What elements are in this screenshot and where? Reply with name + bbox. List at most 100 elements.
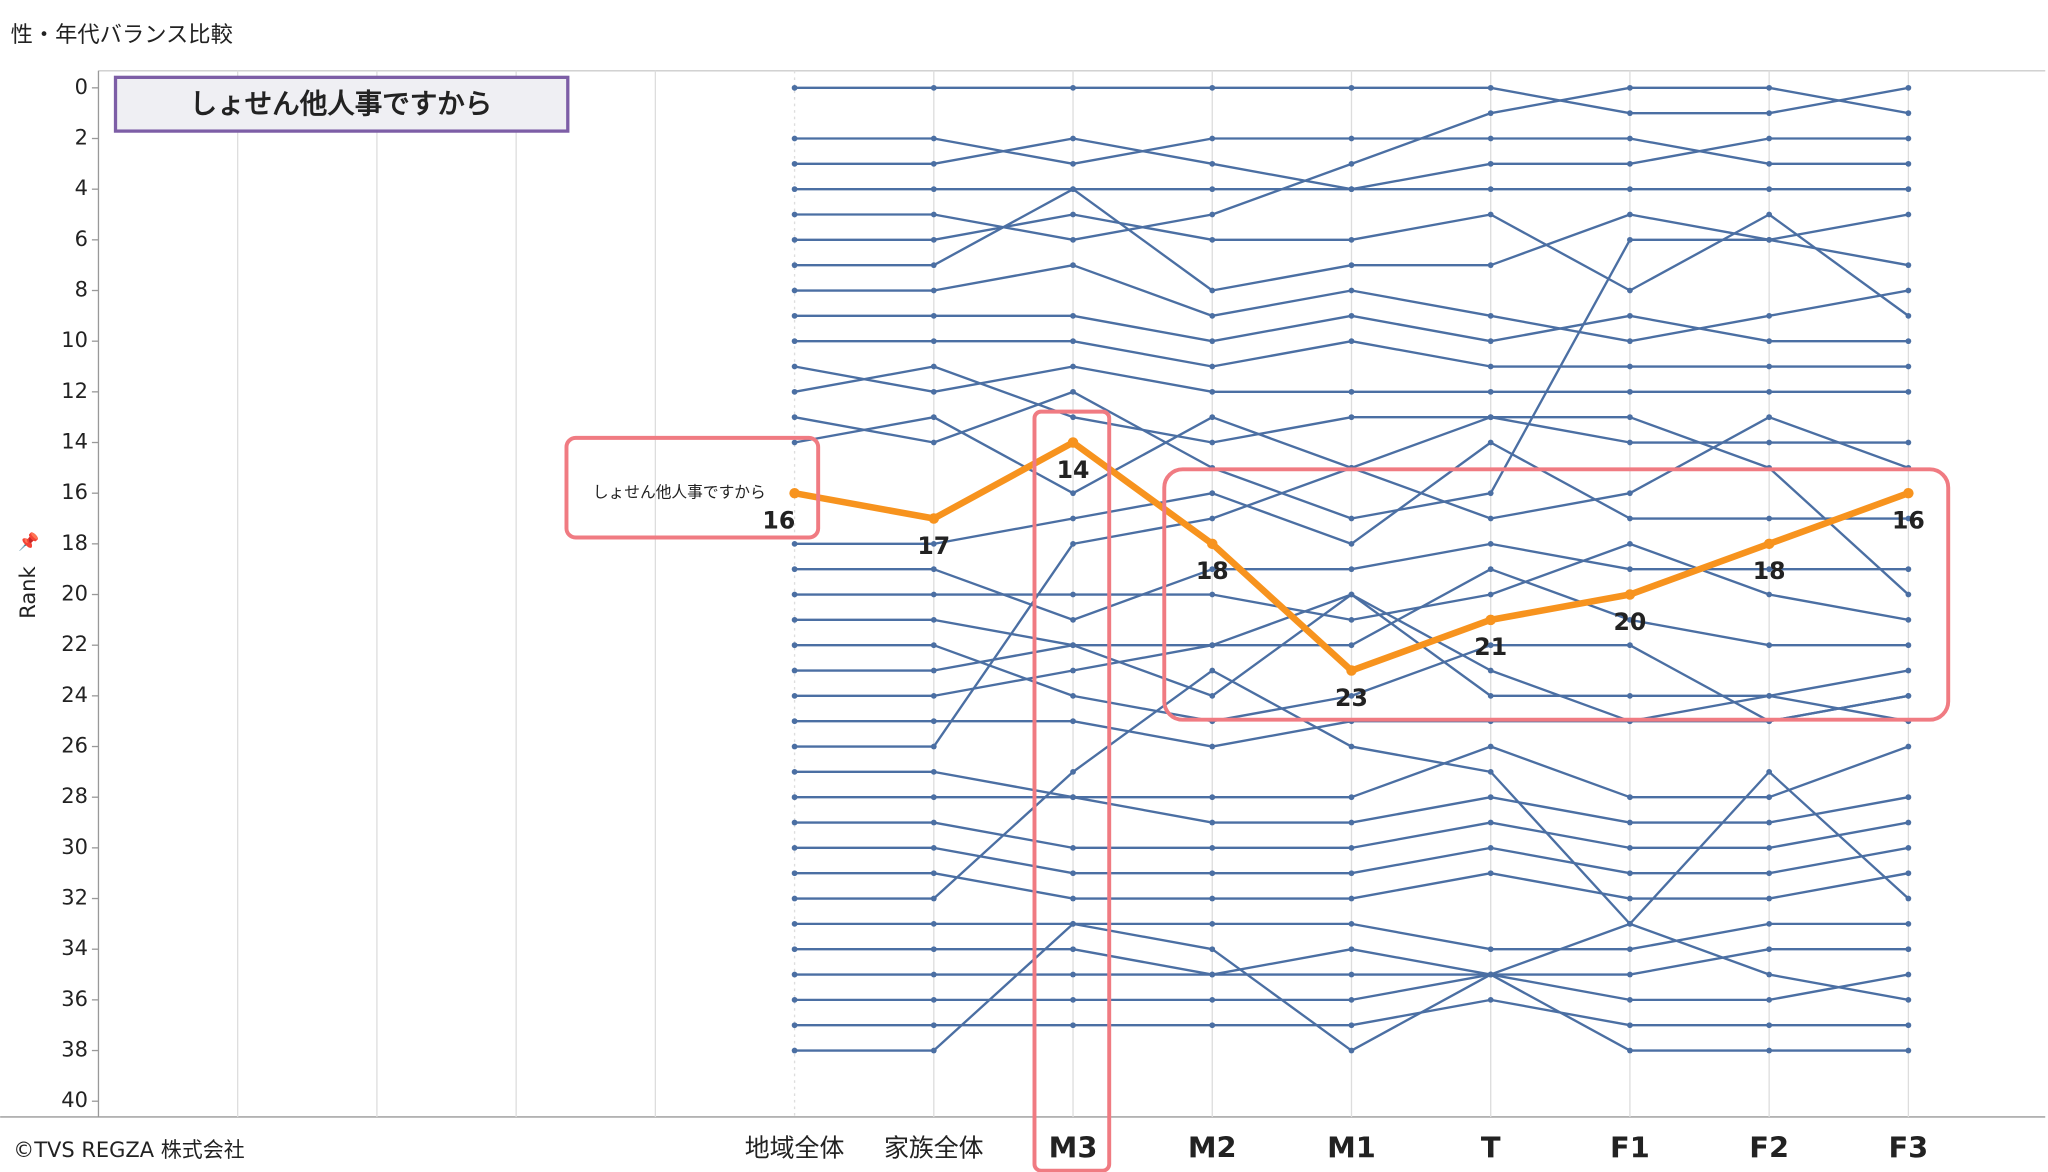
series-line-point	[1348, 971, 1355, 978]
series-line-point	[791, 312, 798, 319]
series-line-point	[1627, 920, 1633, 927]
series-line-point	[1905, 591, 1912, 598]
series-line-point	[1766, 844, 1773, 851]
series-line-point	[1905, 642, 1912, 649]
chart-title: しょせん他人事ですから	[190, 88, 493, 120]
y-tick-label: 10	[61, 328, 88, 352]
series-line-point	[1348, 920, 1355, 927]
series-line-point	[1209, 490, 1216, 497]
series-line-point	[791, 540, 798, 547]
series-line-point	[791, 160, 798, 167]
x-tick-label: M1	[1327, 1131, 1376, 1165]
x-tick-label: M3	[1049, 1131, 1098, 1165]
series-line-point	[1766, 566, 1773, 573]
y-tick-label: 22	[61, 632, 88, 656]
series-line-point	[1627, 338, 1633, 345]
highlight-line-point	[1067, 437, 1079, 448]
series-line-point	[1070, 388, 1076, 395]
series-line-point	[1905, 692, 1912, 699]
series-line-point	[1209, 363, 1216, 370]
series-line-point	[1348, 135, 1355, 142]
series-line-point	[1209, 135, 1216, 142]
series-line-point	[791, 262, 798, 269]
series-line-point	[1627, 794, 1633, 801]
series-line-point	[791, 1047, 798, 1054]
series-line-point	[1487, 110, 1494, 117]
series-line-point	[930, 794, 937, 801]
series-line-point	[1070, 616, 1076, 623]
series-line-point	[1487, 84, 1494, 91]
series-line-point	[1070, 338, 1076, 345]
series-line-point	[930, 743, 937, 750]
series-line-point	[1487, 540, 1494, 547]
series-line-point	[930, 236, 937, 243]
series-line-point	[1070, 236, 1076, 243]
series-line-point	[930, 895, 937, 902]
series-line-point	[1209, 692, 1216, 699]
series-line-point	[1905, 946, 1912, 953]
series-line-point	[930, 996, 937, 1003]
series-line-point	[791, 920, 798, 927]
series-line-point	[1209, 971, 1216, 978]
series-line-point	[1070, 515, 1076, 522]
series-line-point	[930, 439, 937, 446]
y-tick-label: 30	[61, 835, 88, 859]
series-line-point	[1209, 920, 1216, 927]
series-line-point	[1905, 135, 1912, 142]
series-line-point	[1070, 870, 1076, 877]
x-tick-label: F2	[1749, 1131, 1789, 1165]
series-line-point	[791, 642, 798, 649]
series-line-point	[1487, 490, 1494, 497]
series-line-point	[1627, 490, 1633, 497]
series-line-point	[791, 692, 798, 699]
series-line-point	[1070, 135, 1076, 142]
series-line-point	[1766, 388, 1773, 395]
series-line-point	[1766, 768, 1773, 775]
page-title: 性・年代バランス比較	[11, 22, 233, 48]
series-line-point	[1627, 692, 1633, 699]
series-line-point	[930, 135, 937, 142]
series-line-point	[1070, 490, 1076, 497]
series-line-point	[1766, 363, 1773, 370]
series-line-point	[791, 870, 798, 877]
series-line-point	[1627, 996, 1633, 1003]
series-line-point	[1766, 794, 1773, 801]
series-line-point	[1209, 844, 1216, 851]
series-line-point	[791, 844, 798, 851]
series-line-point	[1348, 870, 1355, 877]
series-line-point	[1905, 971, 1912, 978]
series-line-point	[930, 540, 937, 547]
series-line-point	[1348, 895, 1355, 902]
series-line-point	[930, 718, 937, 725]
highlight-box	[564, 435, 821, 540]
y-tick-label: 4	[75, 176, 88, 200]
series-line-point	[930, 566, 937, 573]
series-line-point	[1348, 262, 1355, 269]
series-line-point	[1348, 591, 1355, 598]
pin-icon: 📌	[18, 532, 39, 553]
y-tick-label: 12	[61, 379, 88, 403]
highlight-line-point	[1763, 538, 1775, 550]
series-line-point	[930, 388, 937, 395]
series-line-point	[1209, 946, 1216, 953]
series-line-point	[791, 338, 798, 345]
series-line-point	[1209, 566, 1216, 573]
y-tick-label: 26	[61, 734, 88, 758]
series-line-point	[1070, 895, 1076, 902]
series-line-point	[930, 667, 937, 674]
series-line-point	[1905, 844, 1912, 851]
y-tick-label: 6	[75, 227, 88, 251]
series-line-point	[1209, 186, 1216, 193]
series-line-point	[791, 616, 798, 623]
highlight-line-point	[1207, 538, 1218, 550]
series-line-point	[1348, 642, 1355, 649]
series-line-point	[930, 616, 937, 623]
series-line-point	[1905, 262, 1912, 269]
series-line-point	[1209, 338, 1216, 345]
series-line-point	[1209, 414, 1216, 421]
series-line-point	[1766, 946, 1773, 953]
y-tick-label: 28	[61, 784, 88, 808]
series-line-point	[1348, 819, 1355, 826]
series-line-point	[1209, 211, 1216, 218]
y-tick-label: 40	[61, 1088, 88, 1112]
